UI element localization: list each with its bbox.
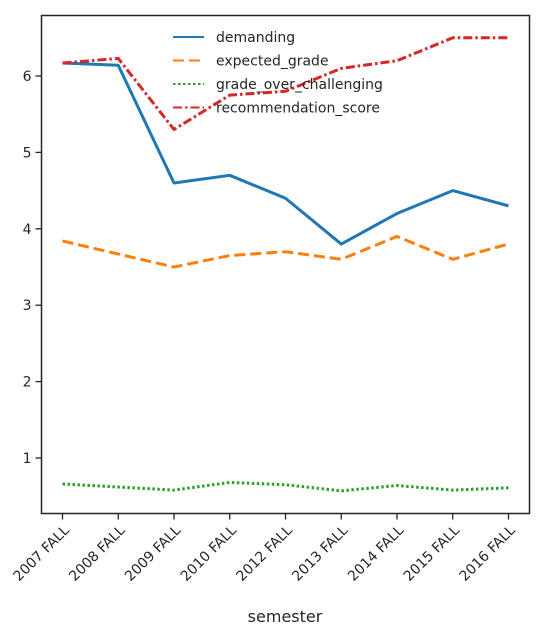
y-tick-label: 3 (23, 298, 32, 314)
x-tick-label: 2015 FALL (401, 522, 463, 584)
y-tick-label: 1 (23, 451, 32, 467)
legend-label: demanding (216, 30, 295, 46)
x-tick-label: 2013 FALL (289, 522, 351, 584)
y-tick-label: 4 (23, 222, 32, 238)
legend-label: recommendation_score (216, 101, 380, 117)
x-tick-label: 2008 FALL (66, 522, 128, 584)
legend-label: grade_over_challenging (216, 77, 383, 93)
x-tick-label: 2010 FALL (178, 522, 240, 584)
series-lines (62, 36, 509, 493)
y-tick-label: 2 (23, 375, 32, 391)
series-line-demanding (62, 61, 509, 246)
x-tick-label: 2012 FALL (234, 522, 296, 584)
legend-label: expected_grade (216, 54, 329, 70)
series-line-recommendation-score (62, 36, 509, 131)
y-tick-label: 6 (23, 69, 32, 85)
x-tick-label: 2009 FALL (122, 522, 184, 584)
x-tick-label: 2007 FALL (11, 522, 73, 584)
plot-area (40, 14, 531, 515)
y-tick-label: 5 (23, 145, 32, 161)
x-axis-label: semester (248, 607, 323, 626)
series-line-expected-grade (62, 234, 509, 269)
x-tick-label: 2014 FALL (345, 522, 407, 584)
x-tick-label: 2016 FALL (457, 522, 519, 584)
y-axis: 1 2 3 4 5 6 (23, 69, 42, 467)
legend: demanding expected_grade grade_over_challe… (173, 30, 383, 117)
